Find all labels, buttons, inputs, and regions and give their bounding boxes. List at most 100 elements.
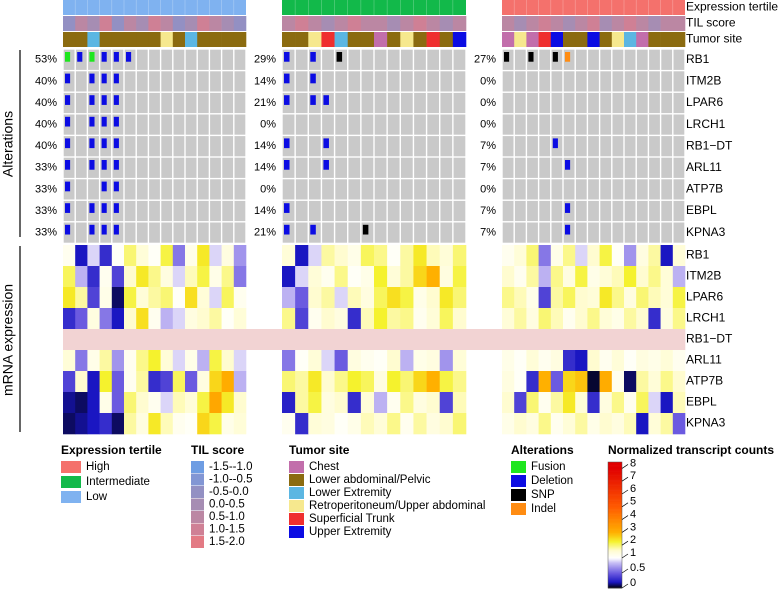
alteration-cell [575, 92, 587, 114]
alteration-cell [322, 71, 334, 92]
alteration-cell [374, 136, 387, 157]
expression-cell [526, 350, 539, 372]
expression-cell [563, 350, 576, 372]
alteration-cell [124, 114, 136, 135]
colorbar-segment [608, 572, 622, 574]
expression-cell [360, 413, 375, 435]
colorbar-segment [608, 541, 622, 543]
alteration-cell [649, 179, 660, 200]
expression-cell [295, 266, 309, 288]
site-cell [611, 32, 625, 47]
alteration-cell [149, 157, 160, 178]
til-cell [599, 16, 613, 31]
expression-cell [308, 371, 322, 393]
alteration-cell [222, 157, 234, 178]
alteration-cell [234, 49, 246, 70]
alteration-cell [210, 157, 221, 178]
expression-cell [160, 287, 174, 309]
expression-cell [439, 413, 454, 435]
alteration-cell [440, 222, 453, 243]
expression-cell [334, 371, 349, 393]
expression-cell [360, 287, 375, 309]
expression-cell [514, 350, 527, 372]
til-cell [550, 16, 564, 31]
legend-site-item: Retroperitoneum/Upper abdominal [309, 500, 485, 512]
alteration-mark [323, 138, 329, 149]
alteration-percent: 0% [480, 75, 496, 87]
til-cell [575, 16, 588, 31]
expression-cell [334, 308, 349, 330]
colorbar-segment [608, 559, 622, 561]
expression-cell [233, 287, 247, 309]
alteration-cell [527, 179, 538, 200]
alteration-mark [310, 73, 316, 84]
alteration-cell [161, 49, 173, 70]
colorbar-segment [608, 476, 622, 478]
expression-cell [75, 413, 88, 435]
alteration-mark [101, 160, 107, 170]
alteration-cell [575, 49, 587, 70]
gene-label: LRCH1 [686, 117, 726, 131]
colorbar-segment [608, 466, 622, 468]
expression-cell [636, 371, 649, 393]
alteration-cell [387, 92, 400, 114]
colorbar-segment [608, 501, 622, 504]
expression-cell [413, 266, 427, 288]
expression-cell [87, 371, 100, 393]
expression-cell [672, 308, 686, 330]
expression-cell [75, 350, 88, 372]
alteration-mark [284, 95, 290, 105]
expression-cell [148, 287, 161, 309]
expression-cell [550, 266, 564, 288]
alteration-mark [89, 160, 95, 170]
alteration-cell [575, 222, 587, 243]
site-cell [308, 32, 322, 47]
expression-cell [197, 266, 210, 288]
expression-cell [334, 392, 349, 414]
expression-cell [295, 287, 309, 309]
expression-cell [124, 287, 137, 309]
expression-cell [387, 308, 401, 330]
alteration-mark [113, 138, 119, 149]
legend-site-swatch [289, 461, 304, 473]
alteration-cell [539, 114, 551, 135]
alteration-cell [75, 157, 87, 178]
expression-cell [514, 308, 527, 330]
alteration-cell [539, 157, 551, 178]
alteration-cell [624, 114, 636, 135]
colorbar-segment [608, 481, 622, 483]
expression-cell [124, 350, 137, 372]
expression-cell [599, 371, 613, 393]
colorbar-segment [608, 545, 622, 547]
track-label: TIL score [686, 16, 736, 30]
alteration-cell [502, 200, 514, 222]
expression-cell [172, 287, 186, 309]
expression-cell [87, 308, 100, 330]
expression-cell [624, 287, 637, 309]
na-row-band [63, 329, 685, 350]
alteration-cell [539, 92, 551, 114]
expression-cell [347, 413, 362, 435]
expression-cell [624, 371, 637, 393]
expression-cell [221, 413, 235, 435]
colorbar-tick [621, 583, 629, 589]
alteration-cell [149, 114, 160, 135]
til-cell [63, 16, 76, 31]
colorbar-segment [608, 518, 622, 520]
alteration-cell [136, 49, 148, 70]
expression-cell [648, 371, 661, 393]
legend-site-item: Chest [309, 461, 340, 473]
expression-cell [439, 392, 454, 414]
legend-site-swatch [289, 513, 304, 525]
expression-cell [611, 350, 625, 372]
alteration-cell [539, 49, 551, 70]
colorbar-segment [608, 561, 622, 563]
gene-label: LPAR6 [686, 95, 723, 109]
legend-tertile-item: High [86, 461, 110, 473]
expression-cell [660, 266, 674, 288]
legend-alterations-item: Fusion [531, 461, 566, 473]
expression-cell [387, 371, 401, 393]
expression-cell [221, 350, 235, 372]
expression-cell [550, 392, 564, 414]
alteration-cell [440, 179, 453, 200]
